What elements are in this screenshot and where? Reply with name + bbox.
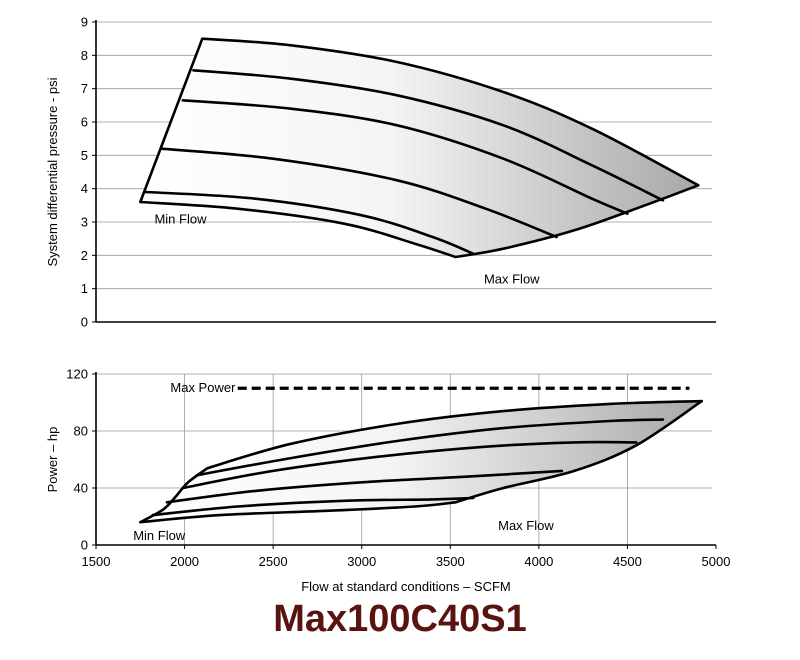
series-line-5	[144, 190, 475, 255]
series-line-1	[206, 399, 704, 470]
y-tick-label: 5	[81, 148, 88, 163]
annotation-max-power: Max Power	[170, 380, 236, 395]
x-tick-label: 3500	[436, 554, 465, 569]
envelope-fill	[140, 401, 702, 523]
series-line-6	[139, 501, 457, 524]
x-tick-label: 2500	[259, 554, 288, 569]
y-tick-label: 0	[81, 315, 88, 330]
y-axis-title: Power – hp	[45, 427, 60, 493]
x-tick-label: 4500	[613, 554, 642, 569]
x-axis-title: Flow at standard conditions – SCFM	[301, 579, 511, 594]
series-line-4	[165, 469, 564, 504]
series-line-3	[181, 99, 629, 215]
series-line-3	[181, 440, 638, 490]
annotation-min-flow: Min Flow	[133, 528, 186, 543]
x-tick-label: 3000	[347, 554, 376, 569]
y-tick-label: 120	[66, 367, 88, 382]
annotation-max-flow: Max Flow	[498, 518, 554, 533]
y-tick-label: 4	[81, 181, 88, 196]
y-tick-label: 80	[74, 424, 88, 439]
series-line-2	[192, 69, 665, 202]
y-tick-label: 1	[81, 281, 88, 296]
x-tick-label: 4000	[524, 554, 553, 569]
x-tick-label: 5000	[702, 554, 731, 569]
max-flow-boundary	[455, 400, 703, 504]
y-tick-label: 9	[81, 15, 88, 30]
min-flow-boundary	[139, 38, 204, 203]
series-line-6	[139, 200, 457, 259]
x-tick-label: 1500	[82, 554, 111, 569]
y-tick-label: 2	[81, 248, 88, 263]
y-tick-label: 8	[81, 48, 88, 63]
pressure-chart: 0 1 2 3 4 5 6 7 8 9 System differential pressure -…	[45, 15, 716, 330]
y-tick-label: 3	[81, 215, 88, 230]
y-axis-title: System differential pressure - psi	[45, 77, 60, 266]
y-tick-label: 6	[81, 115, 88, 130]
y-tick-label: 40	[74, 481, 88, 496]
series-line-4	[160, 147, 558, 239]
series-line-1	[201, 37, 700, 187]
series-line-5	[151, 496, 475, 517]
x-tick-label: 2000	[170, 554, 199, 569]
annotation-min-flow: Min Flow	[154, 212, 207, 227]
model-title: Max100C40S1	[273, 598, 527, 640]
y-tick-label: 0	[81, 538, 88, 553]
y-tick-label: 7	[81, 81, 88, 96]
series-line-2	[195, 418, 665, 477]
annotation-max-flow: Max Flow	[484, 272, 540, 287]
power-chart: 0 40 80 120 1500 2000 2500 3000 3500 4000 4500 5000…	[45, 367, 730, 595]
